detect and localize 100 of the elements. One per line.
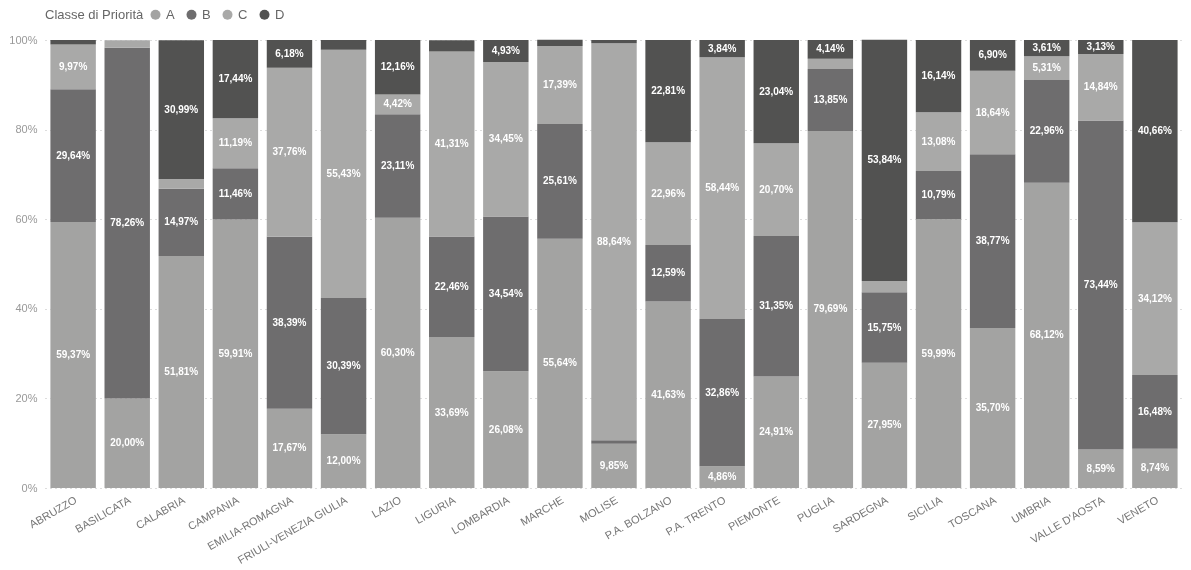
data-label: 59,37% (56, 349, 91, 361)
data-label: 55,43% (326, 167, 361, 179)
data-label: 34,54% (488, 287, 523, 299)
bar (861, 362, 908, 488)
bar (861, 281, 908, 293)
data-label: 3,61% (1032, 42, 1061, 54)
bar (483, 62, 529, 217)
data-label: 58,44% (705, 182, 740, 194)
bar (1023, 182, 1070, 488)
bar (699, 57, 745, 320)
y-tick-label: 60% (15, 212, 38, 225)
data-label: 32,86% (705, 386, 740, 398)
bar (483, 371, 529, 488)
bar (374, 217, 421, 488)
bar (483, 216, 529, 372)
data-label: 13,85% (813, 93, 848, 105)
data-label: 68,12% (1029, 329, 1064, 341)
bar (699, 319, 745, 467)
bar (1132, 375, 1178, 449)
data-label: 31,35% (759, 300, 794, 312)
data-label: 12,16% (380, 61, 415, 73)
data-label: 34,45% (488, 133, 523, 145)
data-label: 3,84% (708, 42, 737, 54)
data-label: 4,93% (491, 45, 521, 57)
data-label: 14,97% (164, 216, 199, 228)
data-label: 38,77% (975, 235, 1010, 247)
bar (969, 328, 1016, 488)
data-label: 37,76% (272, 146, 307, 158)
bar (537, 39, 583, 47)
legend-title: Classe di Priorità (45, 7, 145, 22)
bar (429, 236, 475, 338)
data-label: 40,66% (1137, 125, 1172, 137)
data-label: 20,00% (110, 437, 145, 449)
data-label: 35,70% (975, 402, 1010, 414)
data-label: 17,39% (542, 79, 577, 91)
bar (50, 89, 96, 223)
data-label: 34,12% (1137, 292, 1172, 304)
data-label: 23,04% (759, 85, 794, 97)
data-label: 5,31% (1032, 62, 1061, 74)
data-label: 27,95% (867, 419, 902, 431)
y-tick-label: 100% (9, 33, 38, 46)
bar (320, 49, 367, 299)
bar (807, 130, 854, 488)
bar (861, 39, 908, 282)
data-label: 55,64% (542, 357, 577, 369)
data-label: 16,14% (921, 70, 956, 82)
bar (320, 434, 367, 488)
data-label: 22,81% (651, 85, 686, 97)
data-label: 41,63% (651, 388, 686, 400)
bar (212, 40, 259, 119)
data-label: 12,59% (651, 267, 686, 279)
bar (753, 143, 799, 236)
data-label: 30,39% (326, 360, 361, 372)
data-label: 33,69% (434, 406, 469, 418)
data-label: 17,67% (272, 442, 307, 454)
bar (807, 68, 854, 131)
data-label: 29,64% (56, 149, 91, 161)
data-label: 16,48% (1137, 405, 1172, 417)
data-label: 30,99% (164, 103, 199, 115)
bar (753, 376, 799, 488)
bar (915, 219, 962, 488)
bar (320, 39, 367, 50)
bar (266, 236, 313, 409)
y-tick-label: 20% (15, 391, 38, 404)
bar (915, 40, 962, 113)
bar (645, 40, 691, 143)
data-label: 73,44% (1083, 279, 1118, 291)
bar (1078, 120, 1124, 450)
data-label: 15,75% (867, 321, 902, 333)
data-label: 8,74% (1140, 462, 1170, 474)
data-label: 26,08% (488, 423, 523, 435)
data-label: 6,18% (275, 47, 304, 59)
data-label: 12,00% (326, 455, 361, 467)
bar (266, 67, 313, 237)
bar (1078, 54, 1124, 121)
bar (429, 337, 475, 488)
data-label: 23,11% (380, 160, 415, 172)
bar (1132, 222, 1178, 376)
data-label: 9,85% (599, 459, 629, 471)
bar (969, 70, 1016, 155)
bar (1132, 448, 1178, 488)
data-label: 38,39% (272, 316, 307, 328)
legend-label: C (238, 6, 248, 22)
bar (374, 114, 421, 218)
bar (158, 40, 205, 179)
bar (1023, 79, 1070, 183)
bar (591, 443, 637, 488)
y-tick-label: 40% (15, 302, 38, 315)
data-label: 10,79% (921, 189, 956, 201)
data-label: 22,96% (1029, 125, 1064, 137)
data-label: 4,86% (708, 471, 737, 483)
bar (591, 440, 637, 444)
legend-label: D (275, 6, 285, 22)
bar (861, 292, 908, 363)
bar (915, 112, 962, 171)
data-label: 51,81% (164, 365, 199, 377)
bar (1132, 40, 1178, 223)
bar (753, 235, 799, 377)
bar (212, 219, 259, 488)
data-label: 6,90% (978, 49, 1007, 61)
